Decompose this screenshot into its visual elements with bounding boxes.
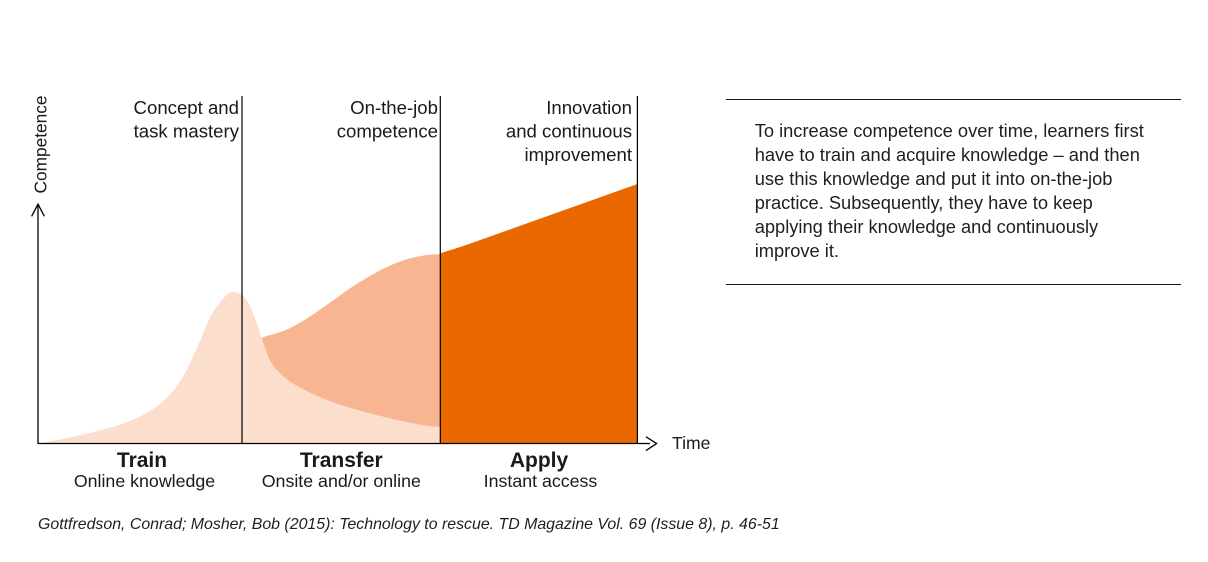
svg-text:On-the-job: On-the-job (350, 97, 438, 118)
svg-text:and continuous: and continuous (506, 121, 632, 142)
svg-text:Competence: Competence (31, 96, 51, 194)
svg-text:improvement: improvement (525, 144, 633, 165)
svg-text:competence: competence (337, 121, 438, 142)
svg-text:Train: Train (117, 449, 167, 472)
svg-text:Concept and: Concept and (134, 97, 239, 118)
svg-text:Online knowledge: Online knowledge (74, 471, 215, 491)
svg-text:Transfer: Transfer (300, 449, 383, 472)
svg-text:task mastery: task mastery (134, 121, 240, 142)
svg-text:Time: Time (672, 433, 710, 453)
svg-text:Onsite and/or online: Onsite and/or online (262, 471, 421, 491)
svg-text:Apply: Apply (510, 449, 569, 472)
svg-text:Instant access: Instant access (484, 471, 598, 491)
svg-text:Innovation: Innovation (546, 97, 632, 118)
